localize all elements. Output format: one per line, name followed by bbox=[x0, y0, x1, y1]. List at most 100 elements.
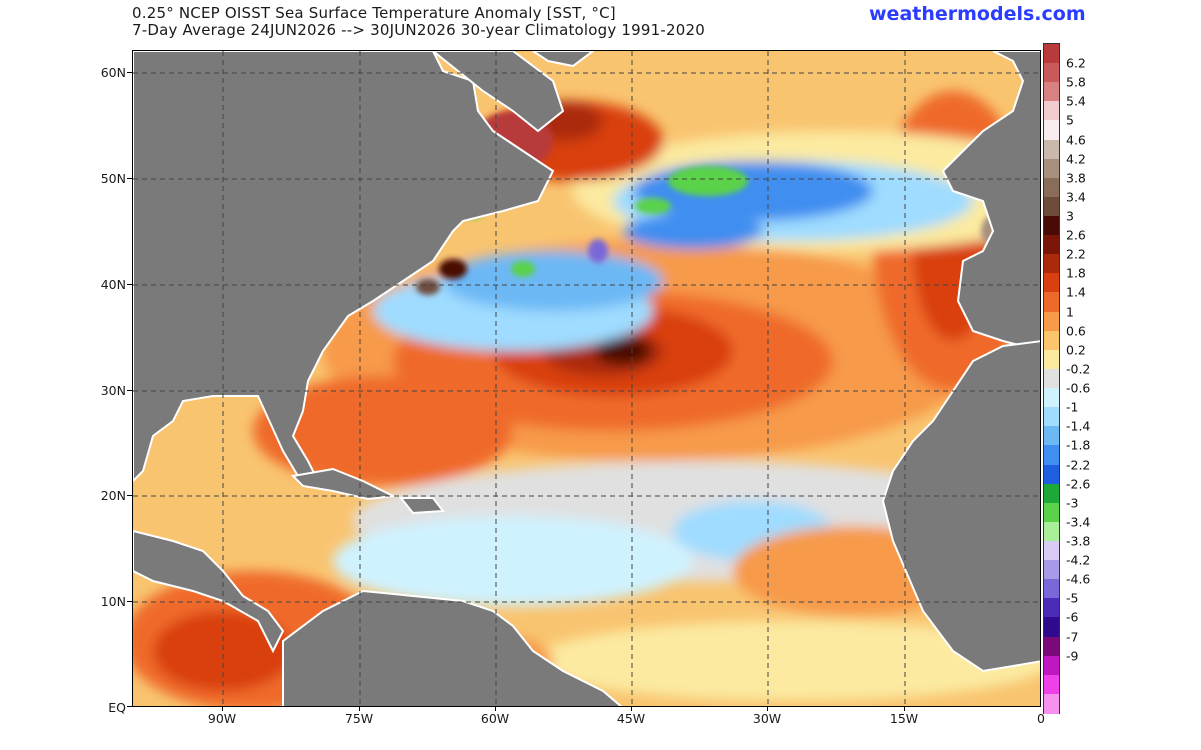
africa bbox=[881, 340, 1040, 673]
lon-tick bbox=[495, 707, 496, 711]
colorbar-label: 3 bbox=[1066, 208, 1074, 224]
lon-label-30w: 30W bbox=[752, 711, 782, 726]
colorbar-label: -7 bbox=[1066, 629, 1079, 645]
colorbar-label: 5 bbox=[1066, 112, 1074, 128]
colorbar-segment bbox=[1044, 560, 1059, 581]
land bbox=[133, 51, 1040, 706]
lat-label-50n: 50N bbox=[100, 171, 126, 186]
central-america bbox=[133, 529, 285, 654]
colorbar-segment bbox=[1044, 502, 1059, 523]
colorbar-label: 1 bbox=[1066, 304, 1074, 320]
lon-label-75w: 75W bbox=[344, 711, 374, 726]
north-america bbox=[133, 51, 555, 483]
colorbar-label: 0.6 bbox=[1066, 323, 1086, 339]
cuba bbox=[290, 467, 397, 501]
lon-label-45w: 45W bbox=[616, 711, 646, 726]
colorbar-label: -1.8 bbox=[1066, 437, 1091, 453]
greenland bbox=[531, 51, 595, 68]
lon-label-0: 0 bbox=[1037, 711, 1045, 726]
colorbar-segment bbox=[1044, 693, 1059, 714]
colorbar-label: -5 bbox=[1066, 590, 1079, 606]
colorbar-label: -1 bbox=[1066, 399, 1079, 415]
lon-tick bbox=[904, 707, 905, 711]
colorbar-segment bbox=[1044, 407, 1059, 428]
lat-label-60n: 60N bbox=[100, 65, 126, 80]
colorbar-label: -2.6 bbox=[1066, 476, 1091, 492]
colorbar-label: 2.6 bbox=[1066, 227, 1086, 243]
lat-tick bbox=[127, 178, 132, 179]
colorbar-label: 1.8 bbox=[1066, 265, 1086, 281]
lat-tick bbox=[127, 495, 132, 496]
south-america bbox=[282, 589, 623, 706]
labrador bbox=[431, 51, 565, 133]
map-subtitle: 7-Day Average 24JUN2026 --> 30JUN2026 30… bbox=[132, 21, 705, 39]
colorbar-label: 4.6 bbox=[1066, 132, 1086, 148]
colorbar-segment bbox=[1044, 655, 1059, 676]
colorbar-segment bbox=[1044, 598, 1059, 619]
colorbar-segment bbox=[1044, 330, 1059, 351]
colorbar-label: 5.4 bbox=[1066, 93, 1086, 109]
colorbar-segment bbox=[1044, 483, 1059, 504]
colorbar-segment bbox=[1044, 388, 1059, 409]
map-title: 0.25° NCEP OISST Sea Surface Temperature… bbox=[132, 4, 616, 22]
colorbar-label: -1.4 bbox=[1066, 418, 1091, 434]
lon-label-15w: 15W bbox=[889, 711, 919, 726]
lon-label-90w: 90W bbox=[207, 711, 237, 726]
colorbar-label: -3 bbox=[1066, 495, 1079, 511]
hispaniola bbox=[398, 497, 445, 515]
colorbar-segment bbox=[1044, 158, 1059, 179]
lat-tick bbox=[127, 390, 132, 391]
colorbar-label: 5.8 bbox=[1066, 74, 1086, 90]
colorbar-label: 1.4 bbox=[1066, 284, 1086, 300]
colorbar-segment bbox=[1044, 63, 1059, 84]
colorbar-segment bbox=[1044, 196, 1059, 217]
colorbar-segment bbox=[1044, 44, 1059, 64]
lat-tick bbox=[127, 706, 132, 707]
colorbar-segment bbox=[1044, 636, 1059, 657]
lat-label-20n: 20N bbox=[100, 488, 126, 503]
colorbar-label: -0.6 bbox=[1066, 380, 1091, 396]
colorbar-segment bbox=[1044, 82, 1059, 103]
colorbar-segment bbox=[1044, 216, 1059, 237]
colorbar-label: 4.2 bbox=[1066, 151, 1086, 167]
colorbar-label: 0.2 bbox=[1066, 342, 1086, 358]
lat-label-40n: 40N bbox=[100, 277, 126, 292]
colorbar-segment bbox=[1044, 311, 1059, 332]
graticule bbox=[133, 51, 1040, 706]
colorbar-segment bbox=[1044, 464, 1059, 485]
colorbar-segment bbox=[1044, 177, 1059, 198]
colorbar-label: 3.4 bbox=[1066, 189, 1086, 205]
colorbar-label: -9 bbox=[1066, 648, 1079, 664]
colorbar-label: -4.2 bbox=[1066, 552, 1091, 568]
colorbar-label: -3.4 bbox=[1066, 514, 1091, 530]
colorbar-segment bbox=[1044, 368, 1059, 389]
colorbar-segment bbox=[1044, 674, 1059, 695]
colorbar-segment bbox=[1044, 579, 1059, 600]
lon-label-60w: 60W bbox=[480, 711, 510, 726]
colorbar-segment bbox=[1044, 540, 1059, 561]
lon-tick bbox=[359, 707, 360, 711]
colorbar-segment bbox=[1044, 617, 1059, 638]
lat-label-eq: EQ bbox=[108, 700, 126, 715]
sst-anomaly-map bbox=[132, 50, 1041, 707]
brand-link[interactable]: weathermodels.com bbox=[869, 3, 1086, 25]
colorbar-segment bbox=[1044, 521, 1059, 542]
colorbar-label: 6.2 bbox=[1066, 55, 1086, 71]
lat-tick bbox=[127, 72, 132, 73]
lat-label-10n: 10N bbox=[100, 594, 126, 609]
colorbar-segment bbox=[1044, 426, 1059, 447]
lon-tick bbox=[631, 707, 632, 711]
colorbar-label: -3.8 bbox=[1066, 533, 1091, 549]
colorbar-segment bbox=[1044, 139, 1059, 160]
lon-tick bbox=[222, 707, 223, 711]
anomaly-field bbox=[133, 56, 1040, 706]
colorbar bbox=[1043, 43, 1060, 714]
colorbar-label: 3.8 bbox=[1066, 170, 1086, 186]
colorbar-label: -2.2 bbox=[1066, 457, 1091, 472]
colorbar-label: -4.6 bbox=[1066, 571, 1091, 587]
colorbar-segment bbox=[1044, 273, 1059, 294]
lat-tick bbox=[127, 284, 132, 285]
colorbar-label: -0.2 bbox=[1066, 361, 1091, 377]
lon-tick bbox=[767, 707, 768, 711]
colorbar-segment bbox=[1044, 254, 1059, 275]
